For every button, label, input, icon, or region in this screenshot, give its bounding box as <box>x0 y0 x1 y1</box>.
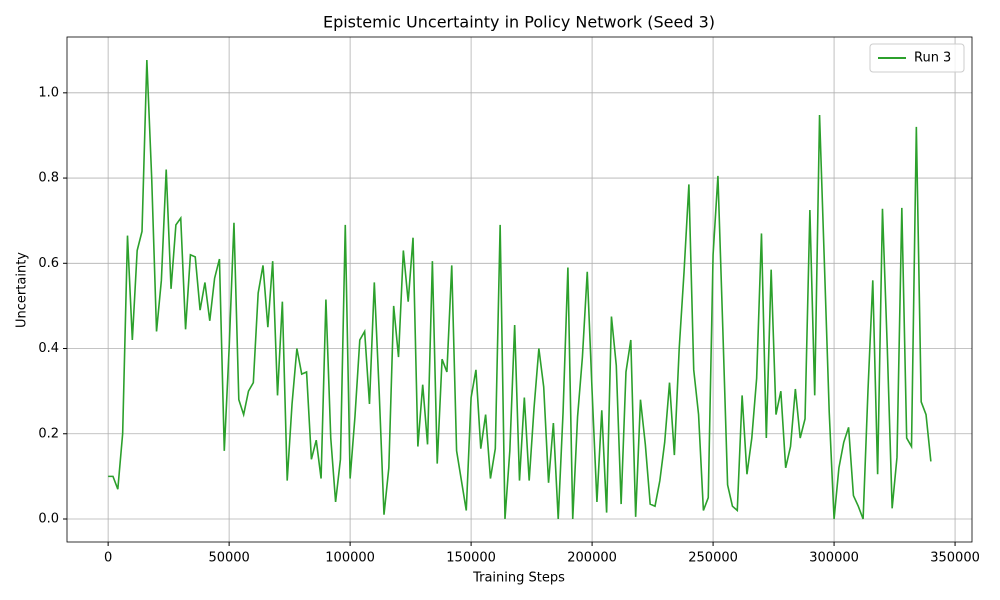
x-tick-label: 100000 <box>325 551 375 566</box>
y-tick-label: 0.4 <box>38 341 59 356</box>
y-tick-label: 0.8 <box>38 171 59 186</box>
y-tick-label: 0.2 <box>38 426 59 441</box>
x-tick-label: 350000 <box>930 551 980 566</box>
data-line <box>108 59 932 520</box>
legend-box <box>869 43 965 73</box>
x-tick-label: 150000 <box>446 551 496 566</box>
y-tick-label: 1.0 <box>38 85 59 100</box>
x-axis-label: Training Steps <box>472 571 565 586</box>
y-tick-label: 0.0 <box>38 511 59 526</box>
x-tick-label: 0 <box>104 551 112 566</box>
y-tick-label: 0.6 <box>38 256 59 271</box>
x-tick-label: 300000 <box>809 551 859 566</box>
plot-frame <box>66 36 973 543</box>
legend-label: Run 3 <box>914 51 951 66</box>
legend: Run 3 <box>869 43 965 73</box>
x-tick-label: 50000 <box>208 551 249 566</box>
x-tick-label: 250000 <box>688 551 738 566</box>
chart-title: Epistemic Uncertainty in Policy Network … <box>323 13 715 32</box>
x-tick-label: 200000 <box>567 551 617 566</box>
y-axis-label: Uncertainty <box>15 252 30 328</box>
